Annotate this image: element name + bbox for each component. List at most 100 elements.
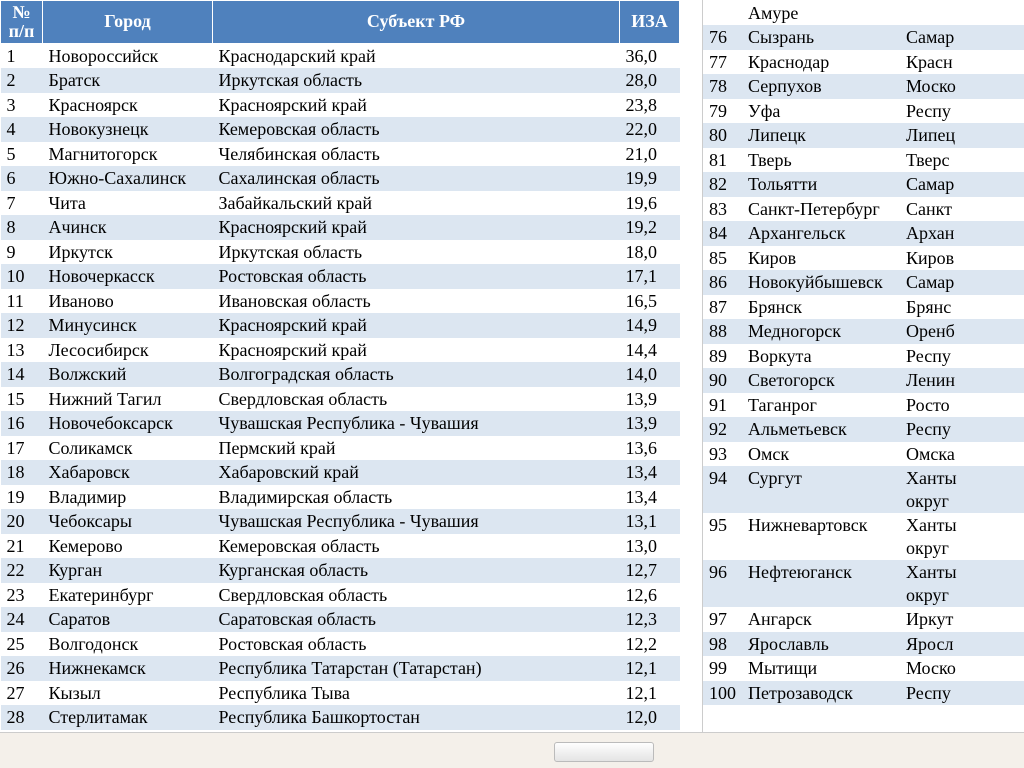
cell-iza: 19,6 bbox=[620, 191, 680, 216]
cell-city: Новокузнецк bbox=[43, 117, 213, 142]
table-row: 23ЕкатеринбургСвердловская область12,6 bbox=[1, 583, 680, 608]
table-row: 6Южно-СахалинскСахалинская область19,9 bbox=[1, 166, 680, 191]
cell-iza: 12,6 bbox=[620, 583, 680, 608]
table-row: 93ОмскОмска bbox=[703, 442, 1024, 467]
footer-strip bbox=[0, 732, 1024, 768]
cell-subj: Кемеровская область bbox=[213, 534, 620, 559]
cell-subj: Омска bbox=[900, 442, 1024, 467]
table-row: 8АчинскКрасноярский край19,2 bbox=[1, 215, 680, 240]
cell-idx: 6 bbox=[1, 166, 43, 191]
table-row: 28СтерлитамакРеспублика Башкортостан12,0 bbox=[1, 705, 680, 730]
cell-subj: Самар bbox=[900, 172, 1024, 197]
cell-iza: 12,3 bbox=[620, 607, 680, 632]
cell-idx: 2 bbox=[1, 68, 43, 93]
cell-city: Тверь bbox=[742, 148, 900, 173]
table-row: 92АльметьевскРеспу bbox=[703, 417, 1024, 442]
cell-city: Братск bbox=[43, 68, 213, 93]
cell-idx: 87 bbox=[703, 295, 742, 320]
cell-subj: Хабаровский край bbox=[213, 460, 620, 485]
cell-subj: Санкт bbox=[900, 197, 1024, 222]
cell-city: Таганрог bbox=[742, 393, 900, 418]
cell-idx: 14 bbox=[1, 362, 43, 387]
cell-subj: Республика Башкортостан bbox=[213, 705, 620, 730]
table-row: 99МытищиМоско bbox=[703, 656, 1024, 681]
header-row: №п/п Город Субъект РФ ИЗА bbox=[1, 1, 680, 44]
table-row: 20ЧебоксарыЧувашская Республика - Чуваши… bbox=[1, 509, 680, 534]
cell-idx: 95 bbox=[703, 513, 742, 560]
col-idx-header: №п/п bbox=[1, 1, 43, 44]
cell-city: Кызыл bbox=[43, 681, 213, 706]
cell-subj: Ростовская область bbox=[213, 632, 620, 657]
cell-iza: 12,1 bbox=[620, 681, 680, 706]
cell-subj: Респу bbox=[900, 344, 1024, 369]
cell-city: Воркута bbox=[742, 344, 900, 369]
cell-city: Сургут bbox=[742, 466, 900, 513]
cell-city: Ачинск bbox=[43, 215, 213, 240]
cell-city: Омск bbox=[742, 442, 900, 467]
cell-city: Медногорск bbox=[742, 319, 900, 344]
cell-iza: 19,2 bbox=[620, 215, 680, 240]
cell-iza: 13,4 bbox=[620, 485, 680, 510]
cell-iza: 36,0 bbox=[620, 43, 680, 68]
cell-idx: 8 bbox=[1, 215, 43, 240]
cell-city: Минусинск bbox=[43, 313, 213, 338]
cell-city: Светогорск bbox=[742, 368, 900, 393]
col-iza-header: ИЗА bbox=[620, 1, 680, 44]
cell-subj: Иркут bbox=[900, 607, 1024, 632]
table-row: 88МедногорскОренб bbox=[703, 319, 1024, 344]
cell-city: Кемерово bbox=[43, 534, 213, 559]
cell-city: Сызрань bbox=[742, 25, 900, 50]
cell-idx: 86 bbox=[703, 270, 742, 295]
cell-subj: Росто bbox=[900, 393, 1024, 418]
cell-idx: 9 bbox=[1, 240, 43, 265]
cell-subj: Курганская область bbox=[213, 558, 620, 583]
cell-city: Иркутск bbox=[43, 240, 213, 265]
cell-idx: 99 bbox=[703, 656, 742, 681]
cell-iza: 13,6 bbox=[620, 436, 680, 461]
table-row: 25ВолгодонскРостовская область12,2 bbox=[1, 632, 680, 657]
table-row: 27КызылРеспублика Тыва12,1 bbox=[1, 681, 680, 706]
table-row: 10НовочеркасскРостовская область17,1 bbox=[1, 264, 680, 289]
left-table-wrap: №п/п Город Субъект РФ ИЗА 1НовороссийскК… bbox=[0, 0, 680, 768]
cell-city: Владимир bbox=[43, 485, 213, 510]
cell-idx: 11 bbox=[1, 289, 43, 314]
cell-city: Краснодар bbox=[742, 50, 900, 75]
cell-iza: 22,0 bbox=[620, 117, 680, 142]
cell-iza: 14,4 bbox=[620, 338, 680, 363]
table-row: 84АрхангельскАрхан bbox=[703, 221, 1024, 246]
cell-idx: 25 bbox=[1, 632, 43, 657]
iza-table-right-body: 75Комсомольск-на-АмуреХабар76СызраньСама… bbox=[703, 0, 1024, 705]
cell-subj: Ростовская область bbox=[213, 264, 620, 289]
cell-idx: 16 bbox=[1, 411, 43, 436]
cell-iza: 13,9 bbox=[620, 387, 680, 412]
cell-city: Волжский bbox=[43, 362, 213, 387]
cell-subj: Ивановская область bbox=[213, 289, 620, 314]
cell-city: Мытищи bbox=[742, 656, 900, 681]
cell-subj: Пермский край bbox=[213, 436, 620, 461]
cell-city: Архангельск bbox=[742, 221, 900, 246]
cell-iza: 14,0 bbox=[620, 362, 680, 387]
cell-idx: 27 bbox=[1, 681, 43, 706]
cell-subj: Иркутская область bbox=[213, 68, 620, 93]
cell-iza: 13,0 bbox=[620, 534, 680, 559]
cell-idx: 96 bbox=[703, 560, 742, 607]
cell-city: Волгодонск bbox=[43, 632, 213, 657]
cell-subj: Красноярский край bbox=[213, 313, 620, 338]
table-row: 21КемеровоКемеровская область13,0 bbox=[1, 534, 680, 559]
cell-idx: 89 bbox=[703, 344, 742, 369]
cell-subj: Чувашская Республика - Чувашия bbox=[213, 509, 620, 534]
table-row: 17СоликамскПермский край13,6 bbox=[1, 436, 680, 461]
cell-iza: 12,2 bbox=[620, 632, 680, 657]
cell-city: Нефтеюганск bbox=[742, 560, 900, 607]
cell-city: Новороссийск bbox=[43, 43, 213, 68]
cell-idx: 4 bbox=[1, 117, 43, 142]
cell-city: Санкт-Петербург bbox=[742, 197, 900, 222]
cell-subj: Кемеровская область bbox=[213, 117, 620, 142]
cell-idx: 98 bbox=[703, 632, 742, 657]
cell-subj: Тверс bbox=[900, 148, 1024, 173]
table-row: 13ЛесосибирскКрасноярский край14,4 bbox=[1, 338, 680, 363]
cell-iza: 12,0 bbox=[620, 705, 680, 730]
cell-subj: Киров bbox=[900, 246, 1024, 271]
cell-idx: 26 bbox=[1, 656, 43, 681]
table-row: 85КировКиров bbox=[703, 246, 1024, 271]
